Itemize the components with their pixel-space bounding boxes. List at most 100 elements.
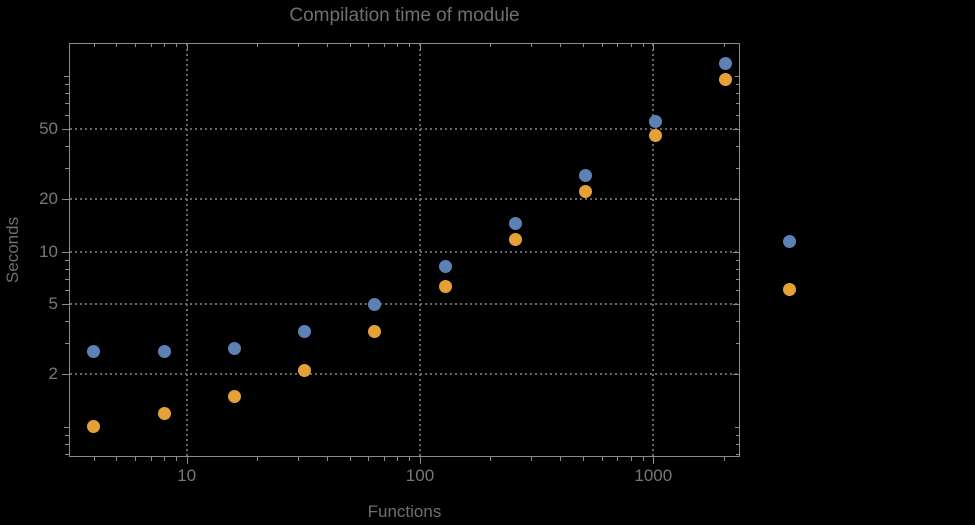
y-tick xyxy=(65,84,69,86)
plot-area xyxy=(69,43,740,457)
y-tick xyxy=(62,251,69,253)
x-tick xyxy=(176,457,178,461)
data-point xyxy=(298,325,312,338)
x-tick xyxy=(298,457,299,461)
y-tick xyxy=(64,426,69,428)
x-tick xyxy=(150,457,152,461)
data-point xyxy=(719,57,733,71)
x-tick xyxy=(583,457,585,461)
legend-marker xyxy=(782,282,796,296)
x-tick xyxy=(630,43,632,47)
y-tick xyxy=(736,343,740,345)
x-tick xyxy=(164,457,166,461)
data-point xyxy=(438,280,452,294)
x-tick xyxy=(93,457,95,461)
data-point xyxy=(438,260,452,274)
y-tick xyxy=(65,290,69,292)
y-tick xyxy=(65,93,69,95)
data-point xyxy=(157,406,171,420)
data-point xyxy=(298,363,312,377)
x-tick xyxy=(368,457,370,461)
y-tick xyxy=(65,115,69,117)
data-point xyxy=(578,184,592,198)
data-point xyxy=(508,233,522,247)
y-tick xyxy=(65,268,69,270)
x-tick xyxy=(134,457,136,461)
y-tick xyxy=(62,304,69,306)
y-tick xyxy=(733,198,740,200)
x-tick xyxy=(256,457,258,461)
x-tick xyxy=(630,457,632,461)
x-tick xyxy=(116,457,118,461)
x-tick xyxy=(327,457,329,461)
x-tick xyxy=(723,457,725,461)
x-tick xyxy=(409,43,411,47)
data-point xyxy=(157,344,171,358)
y-tick xyxy=(65,259,69,261)
x-tick xyxy=(256,43,258,47)
x-tick xyxy=(116,43,118,47)
x-tick xyxy=(397,457,399,461)
x-tick-label: 10 xyxy=(177,466,197,485)
data-point xyxy=(87,344,101,358)
vertical-gridline xyxy=(652,44,655,456)
x-tick xyxy=(601,457,603,461)
x-tick xyxy=(531,457,533,461)
y-tick xyxy=(735,426,740,428)
x-tick xyxy=(419,43,421,50)
horizontal-gridline xyxy=(70,303,739,306)
x-tick xyxy=(560,457,562,461)
x-axis-label: Functions xyxy=(367,502,442,521)
data-point xyxy=(368,325,382,338)
x-tick xyxy=(176,43,178,47)
x-tick xyxy=(397,43,399,47)
y-tick xyxy=(736,259,740,261)
x-tick xyxy=(617,457,619,461)
data-point xyxy=(649,128,663,142)
x-tick xyxy=(560,43,562,47)
data-point xyxy=(227,342,241,355)
y-tick xyxy=(736,115,740,117)
y-tick xyxy=(735,76,740,78)
y-tick-label: 2 xyxy=(48,364,58,384)
y-tick-label: 10 xyxy=(39,241,58,261)
vertical-gridline xyxy=(185,44,188,456)
x-tick xyxy=(150,43,152,47)
data-point xyxy=(87,420,101,434)
y-tick-label: 5 xyxy=(48,294,58,314)
x-tick xyxy=(583,43,585,47)
x-tick xyxy=(601,43,603,47)
y-tick xyxy=(65,434,69,436)
y-tick xyxy=(65,321,69,323)
y-tick xyxy=(62,198,69,200)
x-tick xyxy=(653,457,655,464)
x-tick xyxy=(186,457,188,464)
x-tick xyxy=(349,457,351,461)
horizontal-gridline xyxy=(70,373,739,376)
x-tick xyxy=(490,43,492,47)
x-tick xyxy=(383,43,385,47)
y-tick xyxy=(736,454,740,456)
y-tick xyxy=(65,343,69,345)
x-tick xyxy=(298,43,299,47)
horizontal-gridline xyxy=(70,197,739,200)
y-tick xyxy=(62,128,69,130)
y-tick xyxy=(736,167,740,169)
x-tick xyxy=(349,43,351,47)
x-tick xyxy=(383,457,385,461)
data-point xyxy=(649,115,663,129)
x-tick xyxy=(642,43,644,47)
x-tick xyxy=(93,43,95,47)
x-tick xyxy=(617,43,619,47)
data-point xyxy=(719,72,733,86)
horizontal-gridline xyxy=(70,127,739,130)
y-tick xyxy=(733,128,740,130)
y-tick xyxy=(65,278,69,280)
x-tick xyxy=(164,43,166,47)
y-tick xyxy=(736,278,740,280)
x-tick-label: 1000 xyxy=(634,466,673,485)
legend-marker xyxy=(782,234,796,248)
y-tick xyxy=(65,454,69,456)
x-tick xyxy=(327,43,329,47)
y-tick-label: 50 xyxy=(39,118,58,138)
